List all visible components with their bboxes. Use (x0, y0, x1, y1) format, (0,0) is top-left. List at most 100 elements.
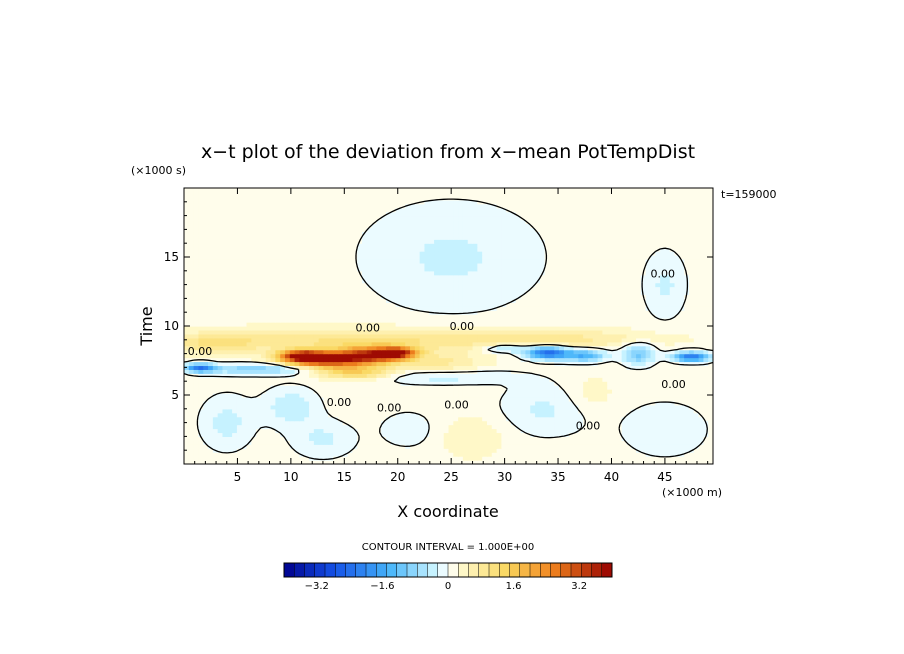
heat-cell (511, 341, 517, 347)
heat-cell (405, 326, 411, 331)
heat-cell (227, 460, 233, 464)
heat-cell (265, 357, 272, 363)
heat-cell (429, 396, 435, 402)
heat-cell (583, 365, 589, 370)
heat-cell (284, 396, 291, 402)
heat-cell (583, 318, 589, 323)
heat-cell (361, 337, 368, 343)
heat-cell (318, 302, 325, 307)
heat-cell (693, 302, 700, 307)
heat-cell (333, 361, 339, 367)
heat-cell (347, 353, 353, 359)
heat-cell (607, 361, 613, 367)
heat-cell (299, 314, 305, 319)
heat-cell (333, 436, 339, 441)
heat-cell (568, 290, 575, 296)
heat-cell (395, 385, 402, 390)
heat-cell (352, 337, 358, 343)
heat-cell (203, 298, 209, 303)
heat-cell (482, 385, 488, 390)
heat-cell (486, 298, 493, 303)
heat-cell (188, 349, 195, 355)
heat-cell (664, 333, 671, 339)
heat-cell (241, 318, 248, 323)
heat-cell (328, 393, 334, 398)
heat-cell (554, 444, 560, 449)
heat-cell (217, 436, 224, 441)
heat-cell (578, 440, 584, 445)
heat-cell (227, 306, 233, 311)
heat-cell (342, 424, 349, 430)
heat-cell (434, 444, 440, 449)
heat-cell (612, 440, 618, 445)
heat-cell (472, 286, 478, 292)
heat-cell (188, 393, 195, 398)
heat-cell (376, 314, 382, 319)
heat-cell (309, 314, 315, 319)
heat-cell (482, 306, 488, 311)
heat-cell (294, 353, 301, 359)
heat-cell (539, 404, 546, 410)
heat-cell (390, 424, 397, 430)
heat-cell (472, 326, 478, 331)
heat-cell (698, 361, 704, 367)
heat-cell (328, 345, 334, 351)
heat-cell (520, 322, 527, 327)
heat-cell (631, 314, 637, 319)
heat-cell (304, 345, 310, 351)
heat-cell (208, 306, 214, 311)
heat-cell (236, 357, 243, 363)
heat-cell (664, 393, 671, 398)
heat-cell (462, 460, 469, 464)
heat-cell (664, 298, 671, 303)
heat-cell (549, 404, 555, 410)
heat-cell (443, 428, 450, 434)
heat-cell (554, 432, 560, 437)
heat-cell (438, 290, 445, 296)
heat-cell (549, 286, 555, 292)
heat-cell (265, 404, 272, 410)
heat-cell (491, 460, 498, 464)
heat-cell (193, 290, 200, 296)
heat-cell (361, 440, 368, 445)
heat-cell (323, 333, 329, 339)
heat-cell (188, 460, 195, 464)
heat-cell (352, 357, 358, 363)
heat-cell (636, 393, 642, 398)
heat-cell (419, 393, 426, 398)
heat-cell (636, 440, 642, 445)
heat-cell (212, 452, 219, 457)
heat-cell (256, 310, 262, 315)
heat-cell (684, 337, 690, 343)
heat-cell (563, 424, 570, 430)
heat-cell (260, 420, 267, 426)
heat-cell (256, 440, 262, 445)
heat-cell (655, 452, 661, 457)
heat-cell (597, 353, 603, 359)
heat-cell (212, 460, 219, 464)
heat-cell (462, 294, 469, 299)
heat-cell (693, 460, 700, 464)
heat-cell (198, 373, 204, 378)
heat-cell (188, 436, 195, 441)
heat-cell (246, 294, 252, 299)
heat-cell (515, 412, 522, 418)
heat-cell (698, 298, 704, 303)
heat-cell (448, 318, 454, 323)
heat-cell (515, 357, 522, 363)
heat-cell (280, 369, 286, 374)
heat-cell (583, 329, 589, 335)
heat-cell (270, 353, 276, 359)
heat-cell (198, 310, 204, 315)
heat-cell (385, 389, 392, 394)
heat-cell (385, 404, 392, 410)
heat-cell (294, 306, 301, 311)
heat-cell (390, 357, 397, 363)
heat-cell (323, 393, 329, 398)
heat-cell (535, 349, 541, 355)
heat-cell (299, 444, 305, 449)
heat-cell (511, 428, 517, 434)
heat-cell (467, 322, 474, 327)
heat-cell (539, 345, 546, 351)
heat-cell (337, 377, 344, 382)
